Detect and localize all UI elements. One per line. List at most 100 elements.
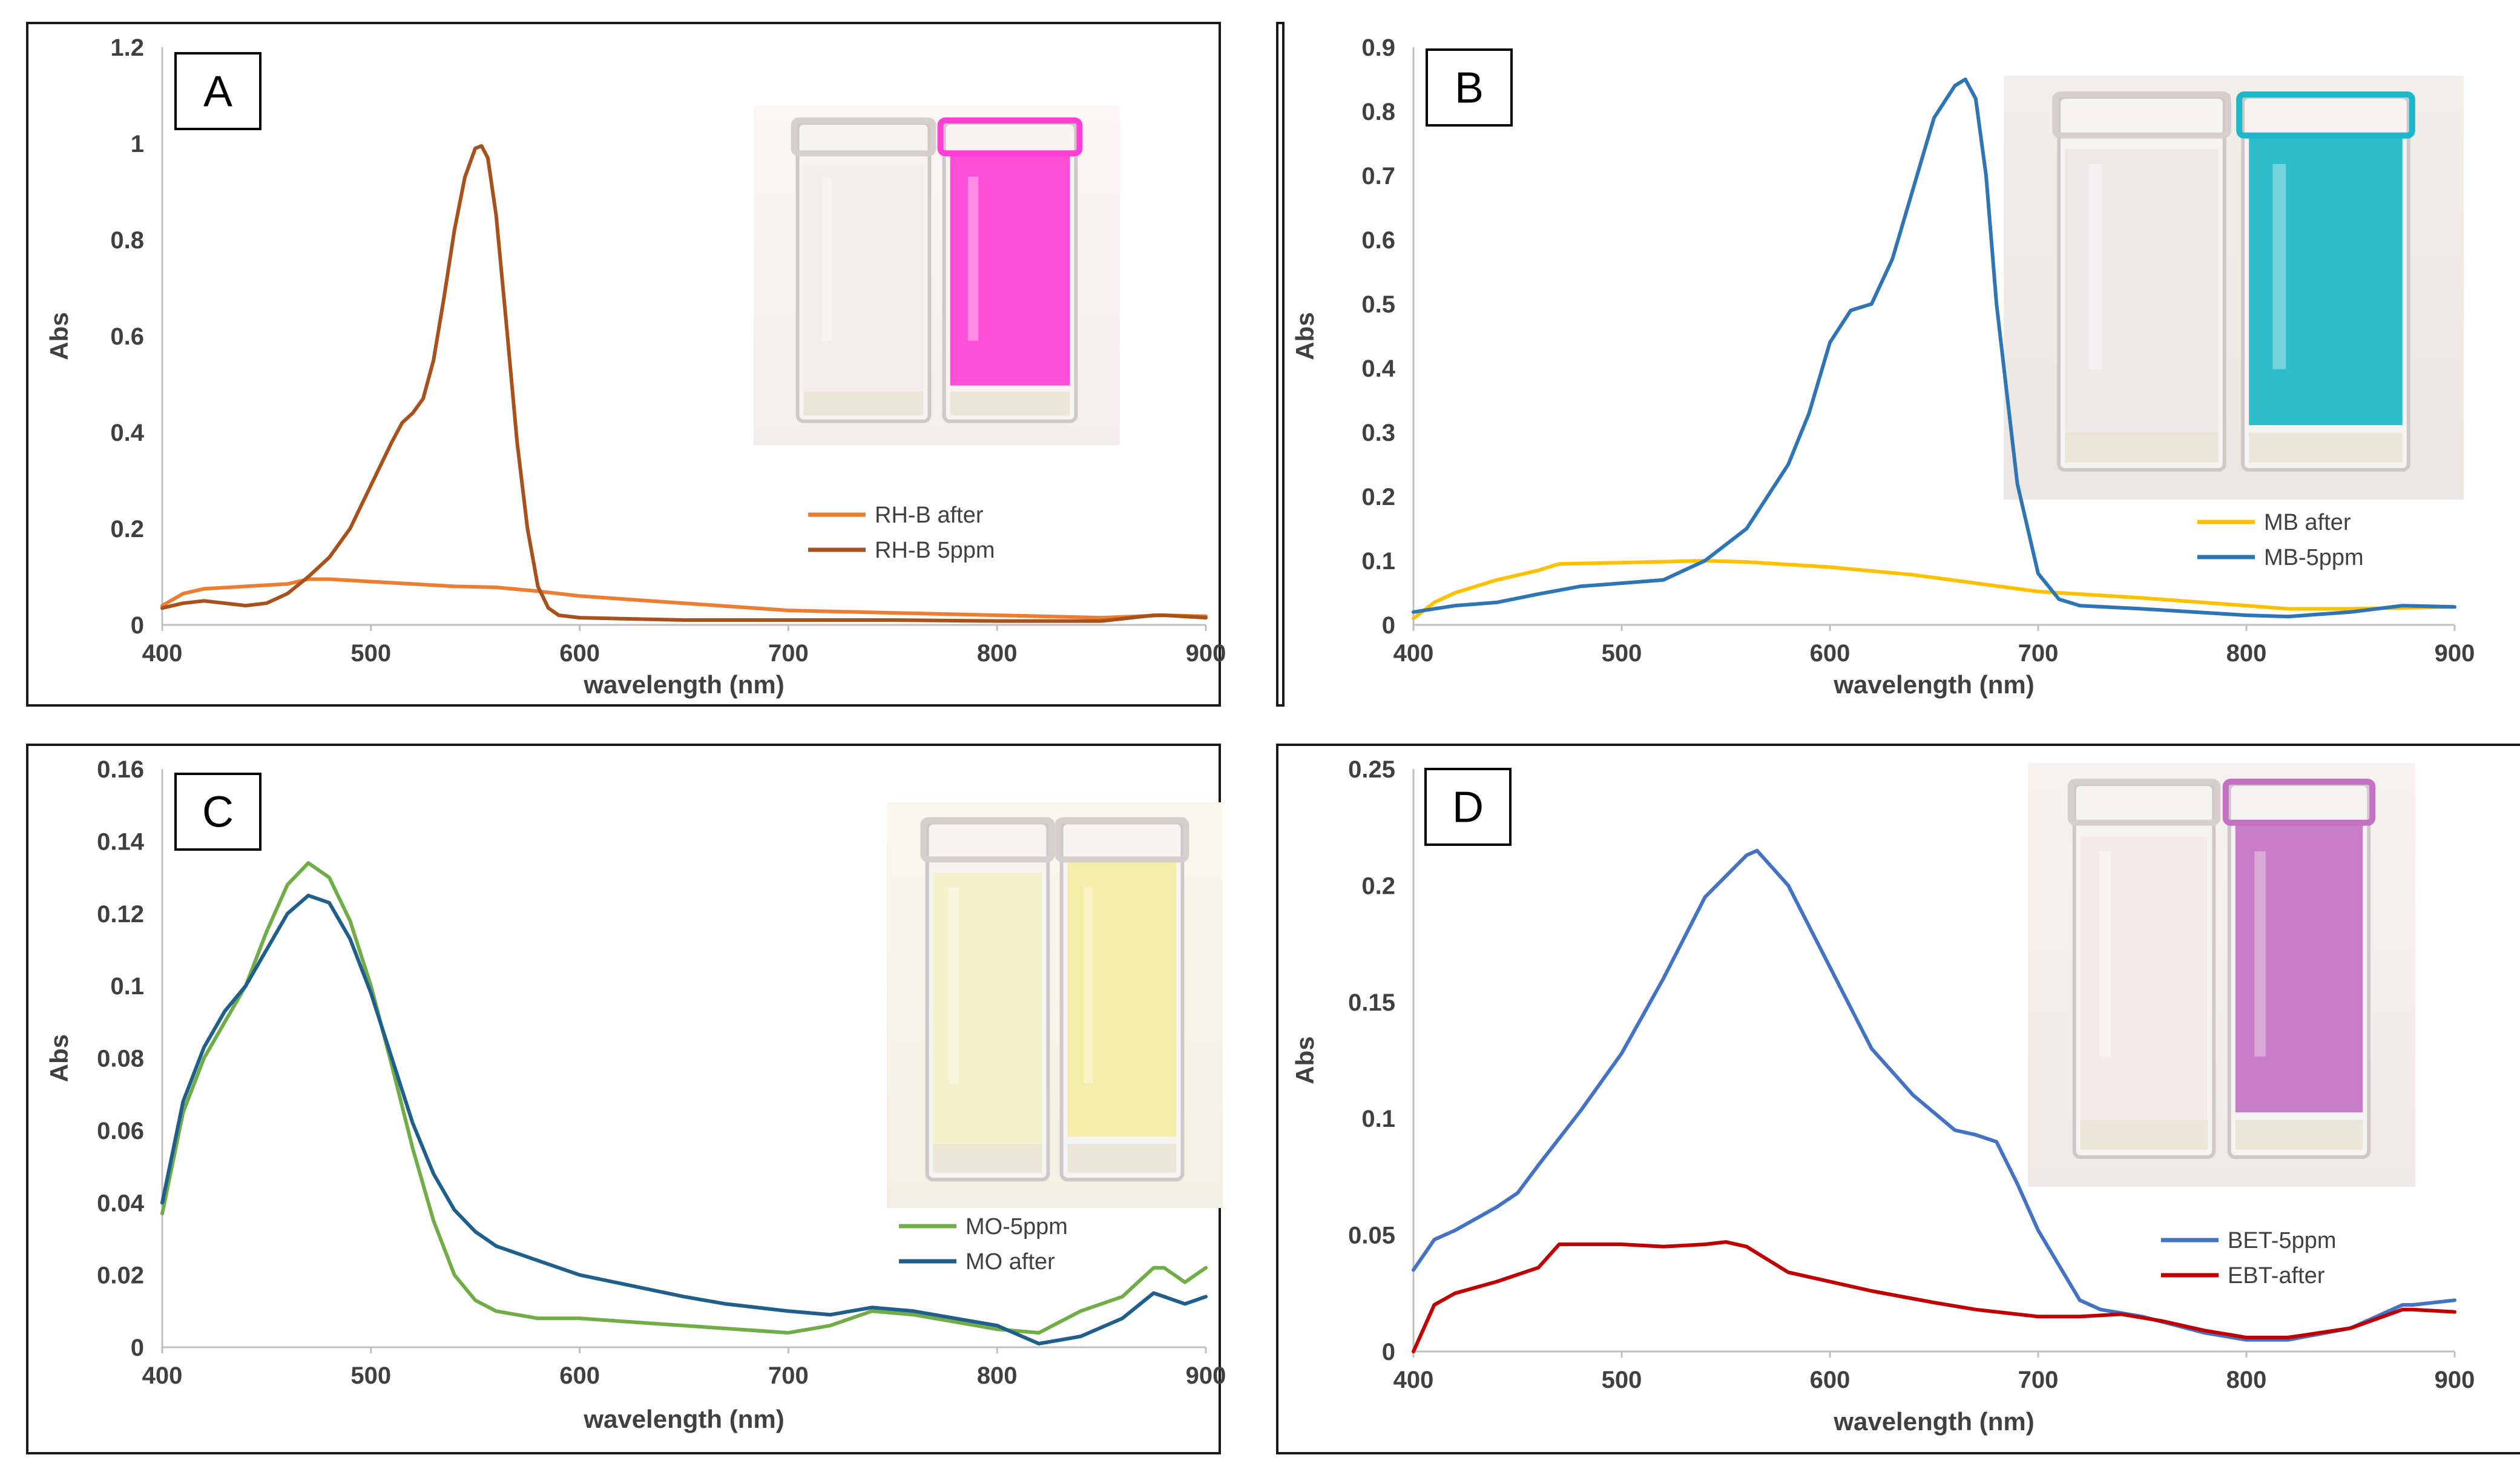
legend: MO-5ppm MO after xyxy=(899,1214,1068,1275)
y-tick-label: 0.06 xyxy=(97,1118,144,1144)
x-tick-label: 400 xyxy=(142,1362,183,1389)
y-tick-label: 0.15 xyxy=(1348,989,1395,1016)
y-axis-label: Abs xyxy=(1291,1036,1319,1084)
panel-letter: C xyxy=(202,788,234,837)
y-tick-label: 0.8 xyxy=(110,227,144,254)
legend-entry-label: RH-B after xyxy=(875,503,984,528)
left-cuvette xyxy=(2067,779,2221,1159)
y-tick-label: 0 xyxy=(131,612,144,639)
y-tick-label: 0.04 xyxy=(97,1190,145,1216)
x-axis-label: wavelength (nm) xyxy=(583,1405,784,1433)
series-line-mb-after xyxy=(1412,559,2456,621)
y-tick-label: 0.9 xyxy=(1361,35,1395,61)
x-tick-label: 700 xyxy=(2018,640,2059,667)
panel-frame xyxy=(1276,22,1285,707)
y-tick-label: 0.2 xyxy=(1361,484,1395,510)
panel-c: 0 0.02 0.04 0.06 0.08 0.1 0.12 0.14 0.16 400 500 60… xyxy=(26,744,1226,1454)
panel-b: 0 0.1 0.2 0.3 0.4 0.5 0.6 0.7 0.8 0.9 400 500 600 700… xyxy=(1276,22,2475,707)
series-line-rh-b-5ppm xyxy=(160,144,1208,623)
y-tick-label: 0.4 xyxy=(1361,355,1395,382)
y-tick-label: 0.1 xyxy=(1361,1106,1395,1132)
legend-entry-label: EBT-after xyxy=(2228,1263,2325,1289)
panel-letter: B xyxy=(1455,64,1484,113)
y-tick-label: 0.05 xyxy=(1348,1223,1395,1249)
x-axis-label: wavelength (nm) xyxy=(1833,1407,2034,1436)
right-cuvette xyxy=(1054,817,1189,1182)
panel-a: 0 0.2 0.4 0.6 0.8 1 1.2 400 500 600 700 800 900 wavel… xyxy=(26,22,1226,707)
y-tick-label: 0.08 xyxy=(97,1046,144,1072)
x-tick-label: 500 xyxy=(350,1362,391,1389)
legend-entry-label: BET-5ppm xyxy=(2228,1228,2337,1253)
x-tick-label: 900 xyxy=(1186,640,1226,667)
legend-entry-label: RH-B 5ppm xyxy=(875,538,995,563)
legend: BET-5ppm EBT-after xyxy=(2161,1228,2337,1289)
y-tick-label: 0.6 xyxy=(110,323,144,350)
series-line-mo-after xyxy=(160,893,1208,1345)
left-cuvette xyxy=(791,117,936,423)
x-tick-label: 500 xyxy=(350,640,391,667)
legend-entry-label: MB after xyxy=(2264,510,2351,535)
x-tick-label: 600 xyxy=(559,1362,600,1389)
right-cuvette xyxy=(2236,91,2415,472)
y-tick-label: 0.4 xyxy=(110,420,144,446)
x-tick-label: 900 xyxy=(2435,640,2475,667)
series-line-rh-b-after xyxy=(160,577,1208,620)
x-tick-label: 600 xyxy=(1810,640,1851,667)
x-axis-label: wavelength (nm) xyxy=(583,670,784,699)
x-axis-label: wavelength (nm) xyxy=(1833,670,2034,699)
x-tick-label: 700 xyxy=(768,1362,809,1389)
y-tick-label: 0.6 xyxy=(1361,227,1395,254)
series-line-bet-5ppm xyxy=(1412,848,2456,1342)
legend-entry-label: MB-5ppm xyxy=(2264,545,2364,570)
x-tick-label: 500 xyxy=(1602,1367,1642,1393)
y-tick-label: 0.1 xyxy=(110,973,144,1000)
y-axis-label: Abs xyxy=(45,1034,73,1082)
y-axis-label: Abs xyxy=(45,312,73,360)
x-tick-label: 900 xyxy=(1186,1362,1226,1389)
x-tick-label: 800 xyxy=(2226,640,2267,667)
y-tick-label: 0.1 xyxy=(1361,548,1395,575)
y-tick-label: 0.25 xyxy=(1348,756,1395,783)
legend-entry-label: MO-5ppm xyxy=(966,1214,1068,1239)
panel-label-box xyxy=(174,773,262,851)
y-tick-label: 0.02 xyxy=(97,1262,144,1289)
y-tick-label: 0.2 xyxy=(110,516,144,543)
series-line-ebt-after xyxy=(1412,1240,2456,1353)
x-tick-label: 500 xyxy=(1602,640,1642,667)
y-tick-label: 0.14 xyxy=(97,828,145,855)
photo-rhodamine-b-cuvettes xyxy=(754,106,1120,445)
legend: MB after MB-5ppm xyxy=(2197,510,2364,570)
x-tick-label: 800 xyxy=(977,640,1018,667)
x-tick-label: 400 xyxy=(1393,1367,1434,1393)
y-tick-label: 0.12 xyxy=(97,901,144,928)
x-tick-label: 900 xyxy=(2435,1367,2475,1393)
x-tick-label: 400 xyxy=(1393,640,1434,667)
panel-label-box xyxy=(1426,48,1513,127)
y-tick-label: 0 xyxy=(1382,612,1395,639)
y-axis-label: Abs xyxy=(1291,312,1319,360)
x-tick-label: 800 xyxy=(2226,1367,2267,1393)
photo-methyl-orange-cuvettes xyxy=(887,802,1223,1208)
y-tick-label: 0.8 xyxy=(1361,99,1395,125)
left-cuvette xyxy=(920,817,1055,1182)
y-tick-label: 0 xyxy=(131,1335,144,1361)
x-tick-label: 600 xyxy=(1810,1367,1851,1393)
x-tick-label: 800 xyxy=(977,1362,1018,1389)
y-tick-label: 0.16 xyxy=(97,756,144,783)
y-tick-label: 0.2 xyxy=(1361,873,1395,899)
panel-letter: A xyxy=(203,68,232,116)
right-cuvette xyxy=(2222,779,2376,1159)
series-line-mb-5ppm xyxy=(1412,78,2456,619)
y-tick-label: 0.5 xyxy=(1361,291,1395,318)
photo-methylene-blue-cuvettes xyxy=(2004,76,2464,500)
left-cuvette xyxy=(2052,91,2231,472)
panel-label-box xyxy=(1424,768,1512,846)
y-tick-label: 1 xyxy=(131,131,144,157)
x-tick-label: 700 xyxy=(2018,1367,2059,1393)
legend: RH-B after RH-B 5ppm xyxy=(808,503,995,563)
x-tick-label: 700 xyxy=(768,640,809,667)
panel-letter: D xyxy=(1452,784,1484,832)
y-tick-label: 0 xyxy=(1382,1339,1395,1365)
panel-label-box xyxy=(174,52,262,130)
